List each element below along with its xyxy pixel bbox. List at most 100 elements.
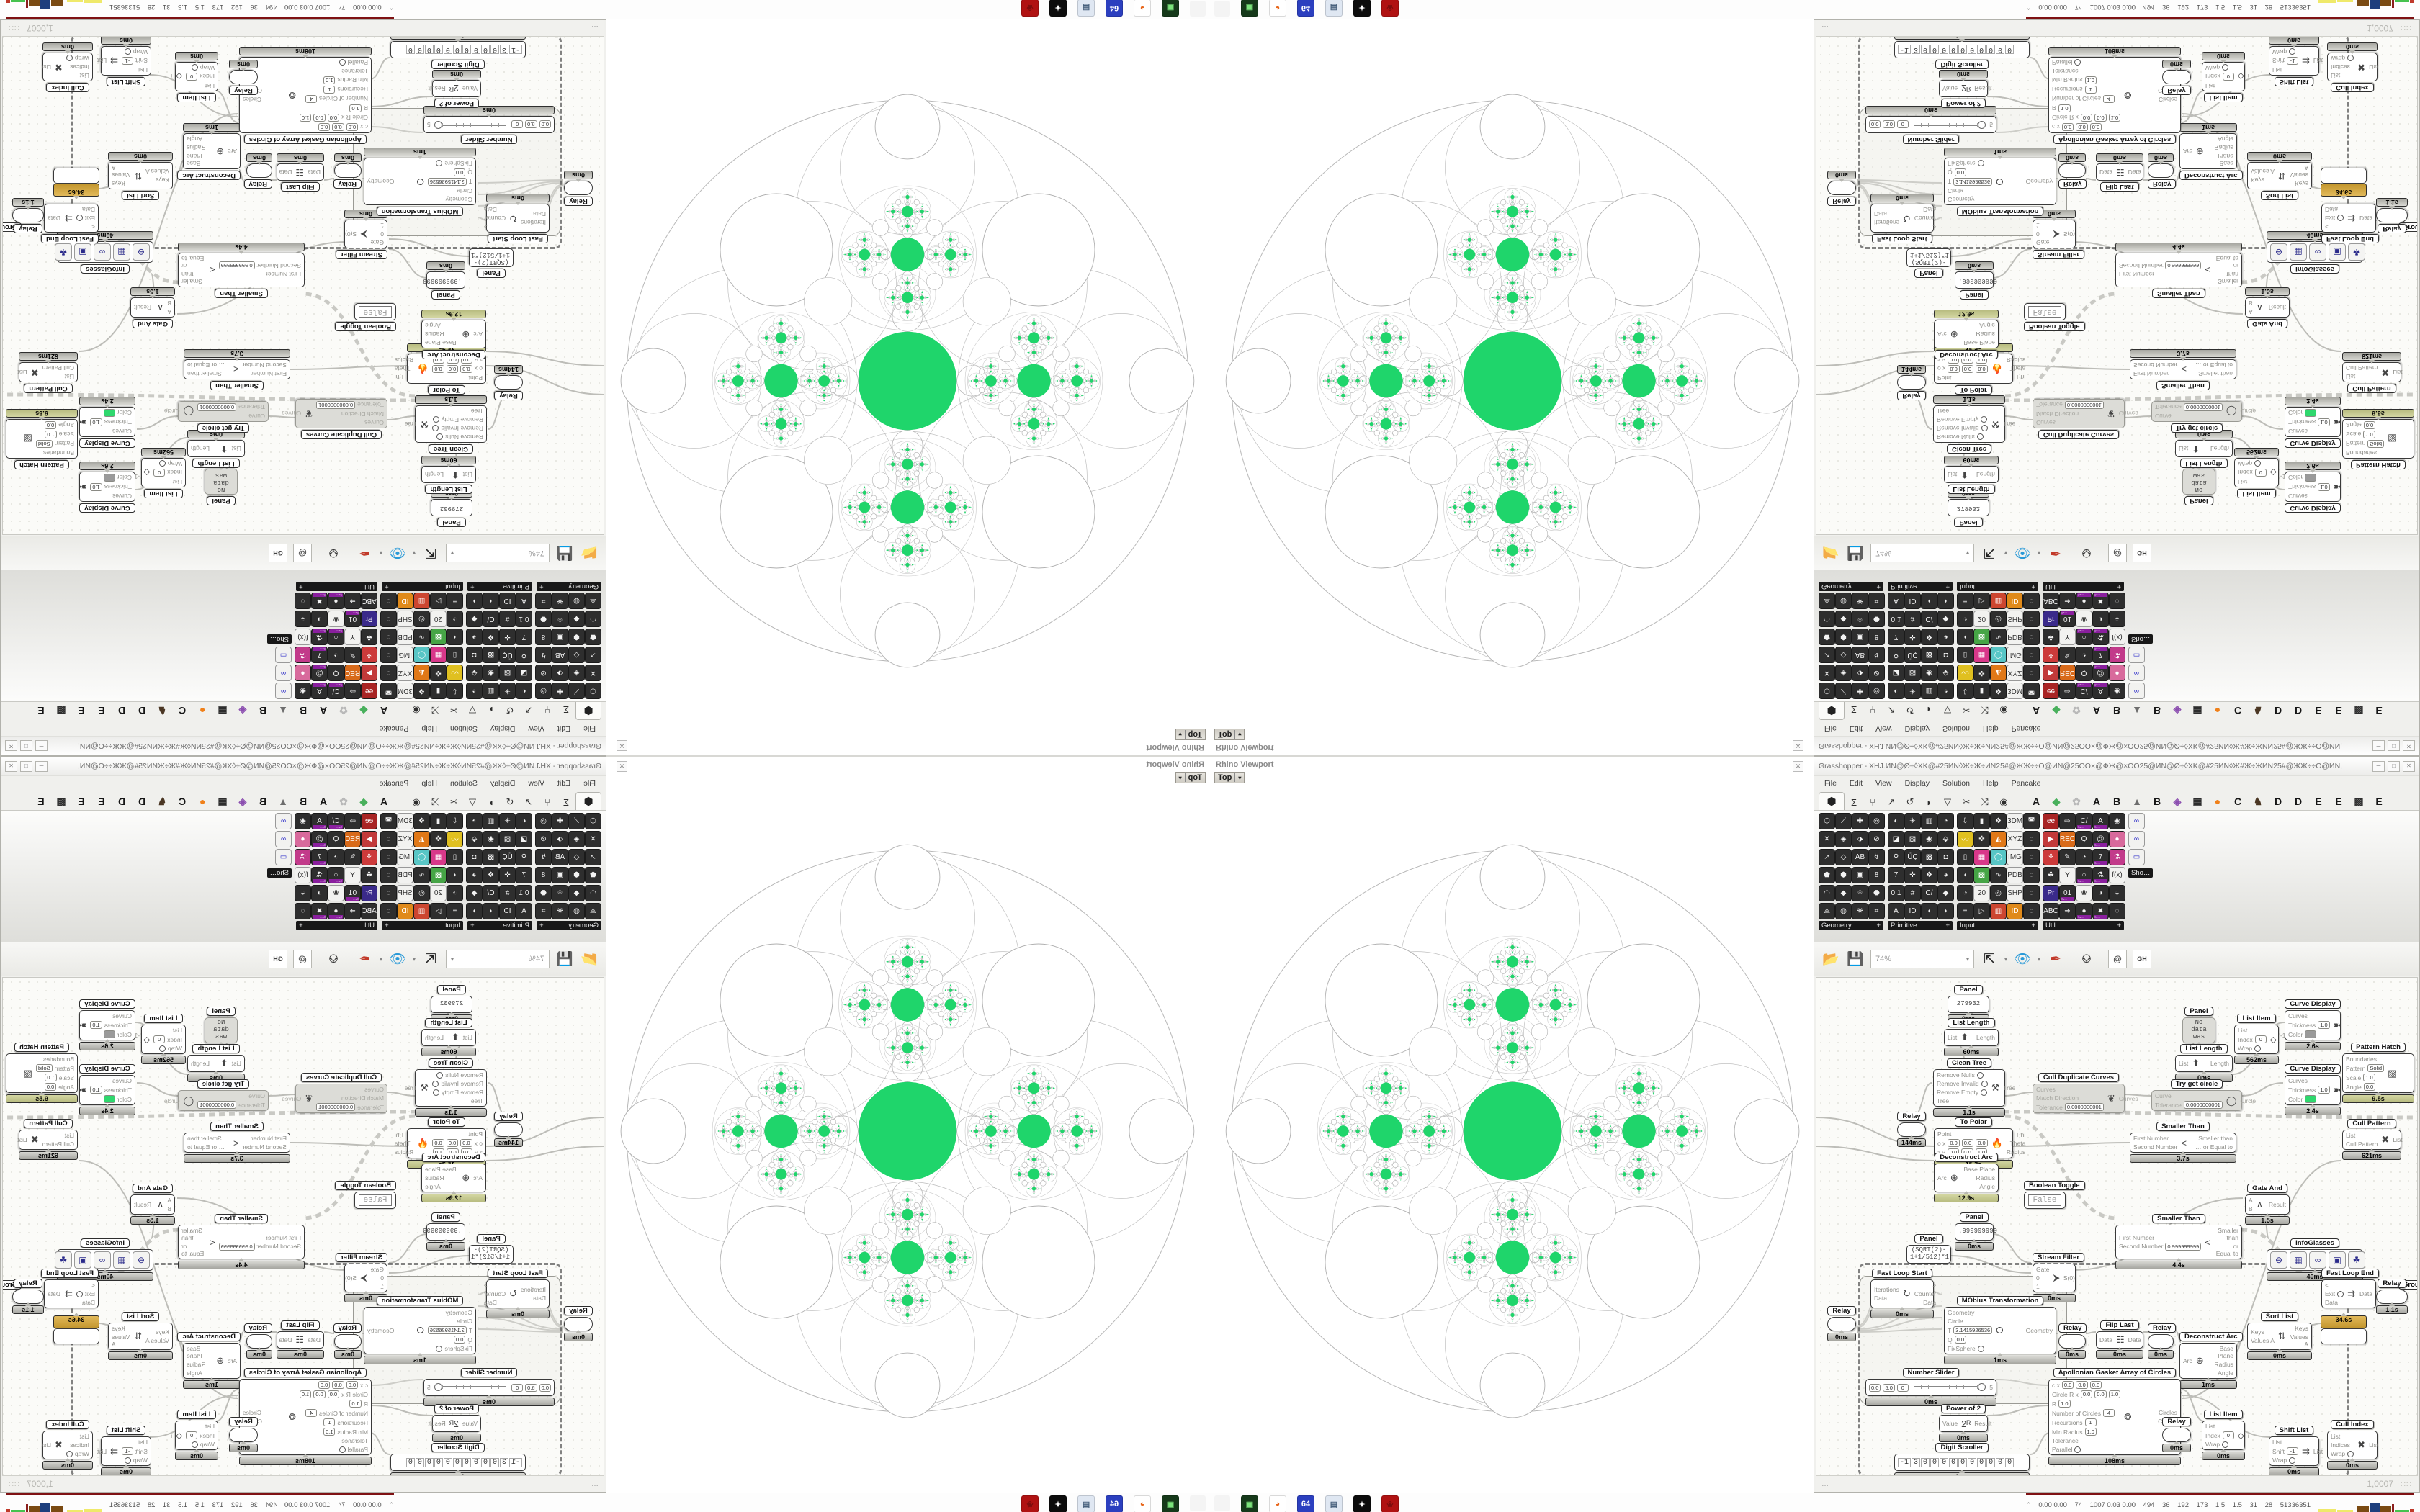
category-tab-icon[interactable]: ◉ (412, 796, 421, 807)
mini-icon[interactable]: ▭ (275, 849, 292, 865)
component-icon[interactable]: ▮ (430, 683, 447, 699)
component-icon[interactable]: ▦ (430, 647, 447, 663)
component-icon[interactable]: # (499, 885, 516, 901)
menu-item-pancake[interactable]: Pancake (2011, 779, 2041, 788)
component-icon[interactable]: ◔ (1957, 885, 1973, 901)
component-icon[interactable]: ✕ (585, 665, 601, 681)
component-icon[interactable]: C/≡x… (328, 813, 344, 829)
save-file-icon[interactable]: 💾 (1847, 545, 1864, 560)
gh-node-number-slider[interactable]: Number Slider 0.0 5.0 0 5 0ms (1865, 106, 1996, 144)
component-icon[interactable]: ee (361, 683, 377, 699)
component-icon[interactable]: ◘ (466, 647, 483, 663)
plugin-tab[interactable]: E (2335, 796, 2342, 807)
mini-icon[interactable]: ∞ (2128, 683, 2145, 699)
component-icon[interactable]: ◌ (2023, 629, 2040, 645)
component-icon[interactable]: ID (397, 593, 413, 609)
gh-node-sort-list[interactable]: Sort List Keys Values A ⇅ Keys Values A 0ms (2247, 1312, 2312, 1360)
component-icon[interactable]: ◒ (295, 885, 311, 901)
gh-node-flip-last[interactable]: Flip Last Data ☷ Data 0ms (277, 1320, 324, 1359)
component-icon[interactable]: ▷ (430, 593, 447, 609)
menu-item-solution[interactable]: Solution (1942, 779, 1970, 788)
plugin-tab[interactable]: D (117, 796, 126, 807)
plugin-tab[interactable]: E (2315, 705, 2322, 716)
component-icon[interactable]: ▮ (1973, 813, 1990, 829)
plugin-tab[interactable]: D (2274, 705, 2282, 716)
component-icon[interactable]: ○ ≡x… (2076, 629, 2092, 645)
component-icon[interactable]: ▷ (1973, 593, 1990, 609)
gh-node-smaller-than[interactable]: Smaller Than First Number Second Number 0.9… (178, 243, 305, 298)
component-icon[interactable]: C/ (1921, 611, 1937, 627)
component-icon[interactable]: ⊘ (535, 831, 552, 847)
component-icon[interactable]: ✎ (344, 849, 361, 865)
component-icon[interactable]: ⬗ (552, 665, 568, 681)
palette-group-label[interactable]: Input + (382, 921, 463, 930)
component-icon[interactable]: ◖ (1957, 867, 1973, 883)
gh-node-gold[interactable]: 34.6s (53, 168, 99, 198)
component-icon[interactable]: ▦ (1973, 849, 1990, 865)
menu-item-help[interactable]: Help (421, 779, 438, 788)
menu-item-view[interactable]: View (1876, 779, 1892, 788)
plugin-tab[interactable]: B (2153, 796, 2161, 807)
component-icon[interactable]: ▶ (361, 831, 377, 847)
component-icon[interactable]: ✜ (1973, 831, 1990, 847)
component-icon[interactable]: ▩ (483, 647, 499, 663)
open-file-icon[interactable]: 📂 (1822, 545, 1839, 560)
plugin-tab[interactable]: C (178, 705, 187, 716)
component-icon[interactable]: ❖ (1990, 683, 2007, 699)
component-icon[interactable]: 7 ≡x… (2092, 647, 2109, 663)
gh-node-clean-tree[interactable]: Clean Tree Remove Nulls Remove Invalid Remo… (1933, 395, 2015, 454)
gh-node-panel[interactable]: Panel .999999999 0ms (423, 261, 465, 300)
component-icon[interactable]: ❖ (483, 867, 499, 883)
component-icon[interactable]: C/≡x… (328, 683, 344, 699)
rhino-viewport[interactable]: Rhino Viewport Top ▾ ✕ (606, 756, 1210, 1493)
component-icon[interactable]: ee (2043, 683, 2059, 699)
component-icon[interactable]: ◌ (380, 611, 397, 627)
gh-node-infoglasses[interactable]: InfoGlasses ⊖ ▦ ∞ ▣ ☘ 40ms (2267, 1238, 2365, 1281)
component-icon[interactable]: ⚗ (295, 849, 311, 865)
gh-node-deconstruct-arc[interactable]: Deconstruct Arc Arc ⊕ Base Plane Radius Angle… (177, 1332, 241, 1389)
caret-up-icon[interactable]: ⌃ (388, 4, 395, 11)
component-icon[interactable]: ◔ (1957, 611, 1973, 627)
component-icon[interactable]: ⬢ (1835, 867, 1852, 883)
category-tab-icon[interactable]: ◉ (1999, 796, 2008, 807)
component-icon[interactable]: Q (2076, 831, 2092, 847)
component-icon[interactable]: IMG (2007, 647, 2023, 663)
grasshopper-canvas[interactable]: GroupPanel2799320msList LengthList⬆Lengt… (2, 977, 604, 1475)
component-icon[interactable]: ✎ (2059, 849, 2076, 865)
gh-widget-icon[interactable]: GH (2133, 950, 2152, 968)
gh-node-list-length[interactable]: List Length List ⬆ Length 60ms (421, 1018, 476, 1056)
component-icon[interactable]: ❖ (1921, 867, 1937, 883)
component-icon[interactable]: ID (499, 903, 516, 919)
component-icon[interactable]: ⬟ (585, 867, 601, 883)
component-icon[interactable]: ◑ (311, 611, 328, 627)
component-icon[interactable]: ● (295, 831, 311, 847)
gh-node-panel[interactable]: Panel (SQRT(2)- 1+1/512)*1 (1906, 1234, 1951, 1264)
category-tab-icon[interactable]: ◗ (1926, 797, 1932, 808)
component-icon[interactable]: @ ≡x… (311, 831, 328, 847)
preview-eye-icon[interactable]: 👁 (388, 952, 407, 967)
gh-node-flip-last[interactable]: Flip Last Data ☷ Data 0ms (277, 153, 324, 192)
component-icon[interactable]: ◐ (1888, 813, 1904, 829)
plug-icon[interactable]: ⎉ (328, 546, 339, 561)
gh-node-relay[interactable]: Relay 144ms (494, 1112, 523, 1147)
component-icon[interactable]: 01 ≡x… (2059, 885, 2076, 901)
component-icon[interactable]: ◌ (2023, 665, 2040, 681)
gh-node-curve-display[interactable]: Curve Display Curves Thickness 1.0 Color ➽ 2.… (2285, 1064, 2341, 1115)
category-tab-icon[interactable]: Σ (563, 797, 570, 808)
component-icon[interactable]: ◌ (2109, 903, 2125, 919)
plugin-tab[interactable]: ▲ (2132, 705, 2142, 716)
component-icon[interactable]: ◆ (568, 885, 585, 901)
gh-node-digit-scroller[interactable]: Digit Scroller-1300000000000ms (390, 1443, 526, 1475)
show-label[interactable]: Sho… (266, 868, 292, 878)
component-icon[interactable]: ▨ (499, 831, 516, 847)
gh-node-panel[interactable]: Panel .999999999 0ms (423, 1212, 465, 1251)
gh-node-number-slider[interactable]: Number Slider 0.0 5.0 0 5 0ms (424, 1368, 555, 1406)
plugin-tab[interactable]: ◈ (238, 705, 247, 716)
gh-node-stream-filter[interactable]: Stream Filter Gate 0 1 ⮞ S(0) 0ms (335, 210, 387, 259)
component-icon[interactable]: ● (2109, 831, 2125, 847)
component-icon[interactable]: ◆ (1835, 885, 1852, 901)
component-icon[interactable]: ▥ (1990, 593, 2007, 609)
component-icon[interactable]: ÜÇ (499, 647, 516, 663)
gh-node-gate-and[interactable]: Gate And A B ∧ Result 1.5s (130, 287, 175, 328)
plugin-tab[interactable]: D (2294, 796, 2303, 807)
